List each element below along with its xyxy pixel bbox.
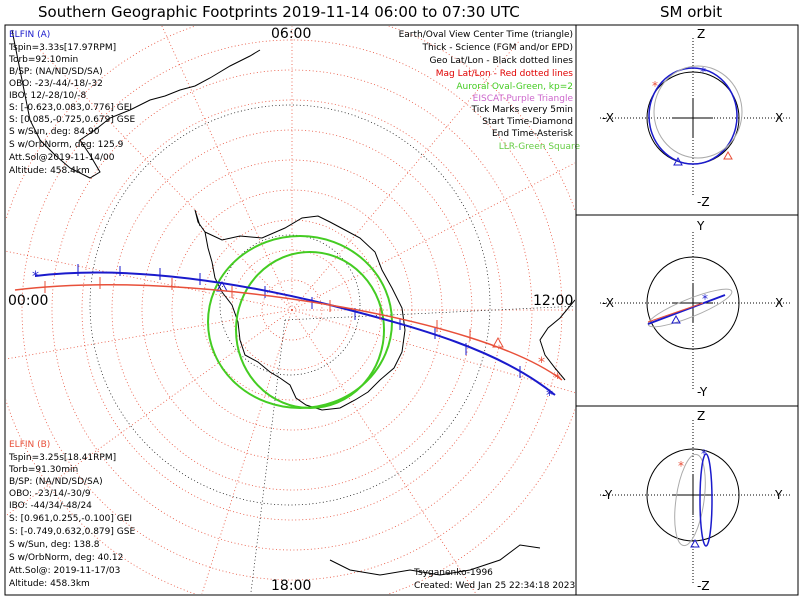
polar-map: * * * * xyxy=(6,26,575,594)
legend: Earth/Oval View Center Time (triangle) T… xyxy=(399,30,581,152)
elfin-b-info: ELFIN (B) Tspin=3.25s[18.41RPM] Torb=91.… xyxy=(8,440,135,589)
figure-title: Southern Geographic Footprints 2019-11-1… xyxy=(38,3,520,21)
elfin-a-track xyxy=(34,271,556,396)
elfin-a-line-5: IBO: 12/-28/10/-8 xyxy=(9,91,86,101)
elfin-b-line-11: Altitude: 458.3km xyxy=(9,579,90,589)
orbit-2-right: X xyxy=(775,296,783,310)
elfin-a-line-10: Att.Sol@2019-11-14/00 xyxy=(9,153,115,163)
clock-top: 06:00 xyxy=(271,26,311,42)
elfin-a-line-2: Torb=92.10min xyxy=(8,55,78,65)
elfin-a-line-3: B/SP: (NA/ND/SD/SA) xyxy=(9,67,103,77)
svg-text:*: * xyxy=(701,447,707,461)
south-america-coastline xyxy=(11,29,261,179)
credit-author: Tsyganenko-1996 xyxy=(413,568,493,578)
antarctica-coastline xyxy=(194,209,406,411)
elfin-a-line-11: Altitude: 458.4km xyxy=(9,166,90,176)
legend-line-10: LLR-Green Square xyxy=(499,142,581,152)
elfin-a-line-1: Tspin=3.33s[17.97RPM] xyxy=(8,43,116,53)
orbit-title: SM orbit xyxy=(660,3,722,21)
elfin-b-line-6: S: [0.961,0.255,-0.100] GEI xyxy=(9,514,132,524)
africa-coastline xyxy=(539,299,575,381)
clock-left: 00:00 xyxy=(8,293,48,309)
orbit-3-right: Y xyxy=(774,488,783,502)
elfin-b-center-triangle xyxy=(492,336,504,348)
orbit-2-left: -X xyxy=(602,296,614,310)
elfin-b-line-9: S w/OrbNorm, deg: 40.12 xyxy=(9,553,123,563)
legend-line-9: End Time-Asterisk xyxy=(492,129,574,139)
elfin-b-track xyxy=(14,284,563,381)
elfin-b-line-7: S: [-0.749,0.632,0.879] GSE xyxy=(9,527,135,537)
clock-right: 12:00 xyxy=(533,293,573,309)
orbit-1-bottom: -Z xyxy=(697,195,710,209)
legend-line-5: Auroral Oval-Green, kp=2 xyxy=(456,82,573,92)
elfin-b-line-5: IBO: -44/34/-48/24 xyxy=(9,501,92,511)
orbit-2-top: Y xyxy=(696,219,705,233)
legend-line-8: Start Time-Diamond xyxy=(482,117,573,127)
auroral-oval-inner xyxy=(235,251,385,409)
geo-grid xyxy=(89,104,575,594)
orbit-panels-frame xyxy=(575,24,799,596)
elfin-b-end-asterisk-2: * xyxy=(554,371,561,387)
elfin-a-line-6: S: [-0.623,0.083,0.776] GEI xyxy=(9,103,132,113)
legend-line-1: Earth/Oval View Center Time (triangle) xyxy=(399,30,573,40)
legend-line-7: Tick Marks every 5min xyxy=(471,105,573,115)
svg-text:*: * xyxy=(652,79,658,93)
elfin-b-line-2: Torb=91.30min xyxy=(8,465,78,475)
legend-line-4: Mag Lat/Lon - Red dotted lines xyxy=(436,69,574,79)
elfin-a-line-8: S w/Sun, deg: 84.90 xyxy=(9,127,100,137)
elfin-b-line-1: Tspin=3.25s[18.41RPM] xyxy=(8,453,116,463)
elfin-a-name: ELFIN (A) xyxy=(9,30,50,40)
elfin-b-line-10: Att.Sol@: 2019-11-17/03 xyxy=(9,566,120,576)
elfin-a-ticks xyxy=(77,264,521,378)
orbit-1-left: -X xyxy=(602,111,614,125)
orbit-panel-xy: * Y -Y -X X xyxy=(600,219,790,399)
elfin-b-line-3: B/SP: (NA/ND/SD/SA) xyxy=(9,477,103,487)
elfin-b-line-4: OBO: -23/14/-30/9 xyxy=(9,489,91,499)
orbit-1-top: Z xyxy=(697,27,705,41)
elfin-b-line-8: S w/Sun, deg: 138.8 xyxy=(9,540,100,550)
orbit-panel-yz: * * Z -Z -Y Y xyxy=(600,409,790,593)
legend-line-6: EISCAT-Purple Triangle xyxy=(473,94,574,104)
credit-created: Created: Wed Jan 25 22:34:18 2023 xyxy=(414,581,575,591)
svg-text:*: * xyxy=(700,65,706,79)
elfin-a-line-4: OBO: -23/-44/-18/-32 xyxy=(9,79,103,89)
orbit-3-left: -Y xyxy=(602,488,613,502)
elfin-b-end-asterisk: * xyxy=(538,355,545,371)
elfin-a-start-asterisk: * xyxy=(32,269,39,285)
legend-line-3: Geo Lat/Lon - Black dotted lines xyxy=(429,56,573,66)
orbit-2-bottom: -Y xyxy=(697,385,708,399)
legend-line-2: Thick - Science (FGM and/or EPD) xyxy=(422,43,573,53)
elfin-a-line-9: S w/OrbNorm, deg: 125.9 xyxy=(9,140,124,150)
orbit-1-right: X xyxy=(775,111,783,125)
australia-coastline xyxy=(329,544,541,576)
elfin-a-info: ELFIN (A) Tspin=3.33s[17.97RPM] Torb=92.… xyxy=(8,30,135,176)
orbit-3-top: Z xyxy=(697,409,705,423)
svg-text:*: * xyxy=(678,459,684,473)
elfin-b-ticks xyxy=(44,277,471,341)
clock-bottom: 18:00 xyxy=(271,578,311,594)
svg-text:*: * xyxy=(702,292,708,306)
orbit-panel-xz: * * Z -Z -X X xyxy=(600,27,790,209)
orbit-3-bottom: -Z xyxy=(697,579,710,593)
elfin-a-end-asterisk: * xyxy=(546,388,553,404)
elfin-b-name: ELFIN (B) xyxy=(9,440,50,450)
elfin-a-line-7: S: [0.085,-0.725,0.679] GSE xyxy=(9,115,135,125)
